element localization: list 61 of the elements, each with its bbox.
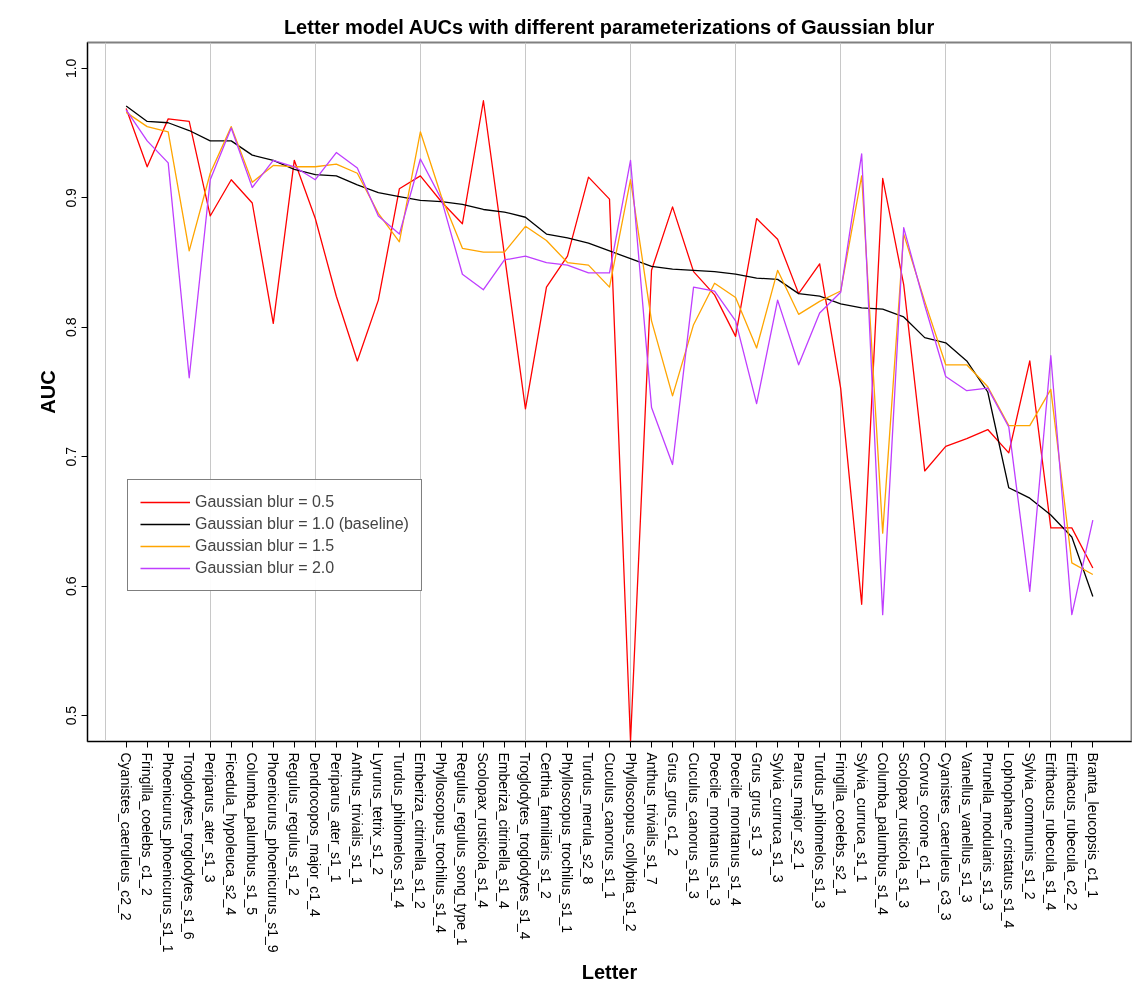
y-tick-label: 1.0: [63, 58, 80, 79]
y-tick-label: 0.6: [63, 576, 80, 596]
x-tick-label: Scolopax_rusticola_s1_3: [895, 752, 912, 909]
x-tick-label: Phoenicurus_phoenicurus_s1_1: [160, 752, 177, 953]
x-tick-label: Troglodytes_troglodytes_s1_4: [517, 752, 534, 940]
y-tick-label: 0.8: [63, 317, 80, 338]
x-tick-label: Phoenicurus_phoenicurus_s1_9: [265, 752, 282, 953]
y-axis-title: AUC: [36, 370, 59, 414]
legend-label: Gaussian blur = 1.5: [195, 537, 335, 555]
x-tick-label: Anthus_trivialis_s1_1: [349, 752, 366, 886]
legend-label: Gaussian blur = 2.0: [195, 559, 335, 577]
y-tick-label: 0.7: [63, 446, 80, 467]
x-tick-label: Fringilla_coelebs_s2_1: [832, 752, 849, 896]
x-tick-label: Branta_leucopsis_c1_1: [1084, 752, 1101, 899]
x-tick-label: Columba_palumbus_s1_4: [874, 752, 891, 916]
x-tick-label: Lophophane_cristatus_s1_4: [1000, 752, 1017, 929]
legend-label: Gaussian blur = 1.0 (baseline): [195, 515, 409, 533]
y-tick-label: 0.5: [63, 705, 80, 726]
x-tick-label: Periparus_ater_s1_3: [202, 752, 219, 883]
x-tick-label: Troglodytes_troglodytes_s1_6: [181, 752, 198, 940]
x-tick-label: Erithacus_rubecula_c2_2: [1063, 752, 1080, 911]
line-series: [125, 100, 1094, 742]
x-axis-title: Letter: [581, 960, 638, 983]
x-tick-label: Emberiza_citrinella_s1_4: [496, 752, 513, 910]
x-tick-label: Turdus_merula_s2_8: [580, 752, 597, 885]
x-tick-label: Turdus_philomelos_s1_3: [811, 752, 828, 909]
x-tick-label: Grus_grus_s1_3: [748, 752, 765, 857]
x-tick-label: Erithacus_rubecula_s1_4: [1042, 752, 1059, 911]
x-tick-label: Cuculus_canorus_s1_1: [601, 752, 618, 900]
x-tick-label: Emberiza_citrinella_s1_2: [412, 752, 429, 910]
x-tick-label: Periparus_ater_s1_1: [328, 752, 345, 883]
x-tick-label: Poecile_montanus_s1_3: [706, 752, 723, 907]
x-tick-label: Cuculus_canorus_s1_3: [685, 752, 702, 900]
chart-title: Letter model AUCs with different parameterizations of Gaussian blur: [283, 15, 935, 38]
x-tick-label: Grus_grus_c1_2: [664, 752, 681, 857]
x-tick-label: Phylloscopus_trochilus_s1_4: [433, 752, 450, 934]
x-tick-label: Certhia_familiaris_s1_2: [538, 752, 555, 899]
y-tick-label: 0.9: [63, 187, 80, 208]
x-tick-label: Anthus_trivialis_s1_7: [643, 752, 660, 886]
x-tick-label: Parus_major_s2_1: [790, 752, 807, 871]
x-tick-label: Regulus_regulus_s1_2: [286, 752, 303, 896]
x-tick-label: Sylvia_curruca_s1_1: [853, 752, 870, 883]
x-tick-label: Phylloscopus_collybita_s1_2: [622, 752, 639, 932]
x-tick-label: Corvus_corone_c1_1: [916, 752, 933, 886]
x-tick-label: Cyanistes_caeruleus_c3_3: [937, 752, 954, 921]
x-tick-label: Sylvia_curruca_s1_3: [769, 752, 786, 883]
x-tick-label: Regulus_regulus_song_type_1: [454, 752, 471, 946]
x-tick-label: Prunella_modularis_s1_3: [979, 752, 996, 911]
x-tick-label: Cyanistes_caeruleus_c2_2: [118, 752, 135, 921]
x-tick-label: Turdus_philomelos_s1_4: [391, 752, 408, 909]
x-tick-label: Sylvia_communis_s1_2: [1021, 752, 1038, 900]
x-tick-label: Phylloscopus_trochilus_s1_1: [559, 752, 576, 934]
x-tick-label: Ficedula_hypoleuca_s2_4: [223, 752, 240, 916]
x-tick-label: Vanellus_vanellus_s1_3: [958, 752, 975, 903]
x-tick-label: Poecile_montanus_s1_4: [727, 752, 744, 907]
x-tick-label: Lyrurus_tetrix_s1_2: [370, 752, 387, 876]
x-tick-label: Columba_palumbus_s1_5: [244, 752, 261, 916]
x-tick-label: Dendrocopos_major_c1_4: [307, 752, 324, 917]
x-tick-label: Scolopax_rusticola_s1_4: [475, 752, 492, 909]
x-tick-label: Fringilla_coelebs_c1_2: [139, 752, 156, 896]
legend-label: Gaussian blur = 0.5: [195, 493, 335, 511]
